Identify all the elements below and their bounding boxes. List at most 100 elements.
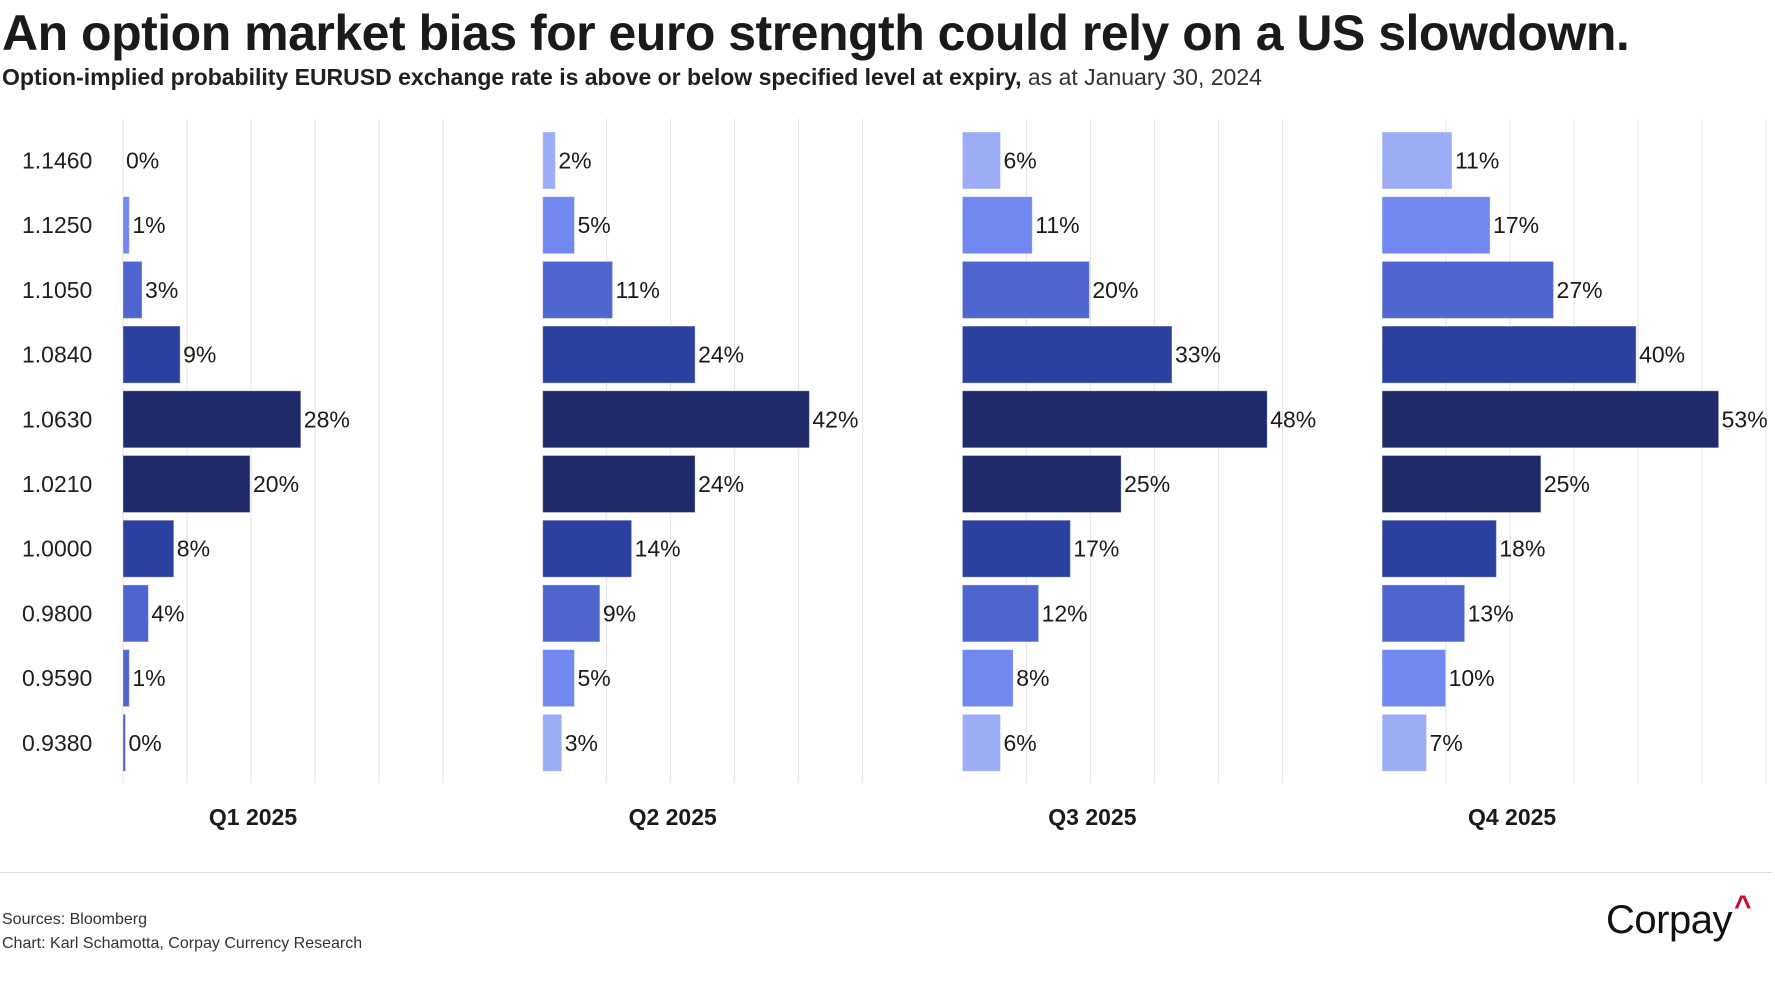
- bar: [542, 584, 601, 643]
- probability-bar-chart: 1.1460 1.1250 1.1050 1.0840 1.0630 1.0210 1.00…: [22, 119, 1768, 830]
- y-axis-label: 0.9590: [22, 665, 92, 691]
- panel-labels: Q1 2025 Q2 2025 Q3 2025 Q4 2025: [209, 804, 1557, 830]
- bar: [961, 260, 1090, 319]
- y-axis-label: 1.0630: [22, 406, 92, 432]
- bar: [961, 713, 1002, 772]
- footer-sources: Sources: Bloomberg Chart: Karl Schamotta…: [2, 908, 362, 956]
- data-label: 11%: [1455, 148, 1499, 174]
- y-axis-label: 1.1050: [22, 277, 92, 303]
- bar: [1381, 325, 1637, 384]
- y-axis-label: 1.0000: [22, 536, 92, 562]
- chart-title: An option market bias for euro strength …: [2, 5, 1630, 61]
- data-label: 2%: [558, 148, 591, 174]
- data-label: 27%: [1557, 277, 1603, 303]
- data-label: 24%: [698, 471, 744, 497]
- data-labels: 0% 1% 3% 9% 28% 20% 8% 4% 1% 0% 2% 5% 11% 24% 42% 24% 14…: [126, 148, 1768, 756]
- credit-text: Chart: Karl Schamotta, Corpay Currency R…: [2, 935, 363, 952]
- data-label: 10%: [1449, 665, 1495, 691]
- footer-divider: [0, 872, 1772, 873]
- y-axis-label: 1.0840: [22, 342, 92, 368]
- bar: [542, 713, 563, 772]
- logo-text: Corpay: [1606, 898, 1732, 942]
- bar: [1381, 649, 1447, 708]
- data-label: 11%: [1035, 212, 1079, 238]
- bar: [961, 390, 1268, 449]
- data-label: 20%: [253, 471, 299, 497]
- data-label: 20%: [1092, 277, 1138, 303]
- bar: [542, 519, 633, 578]
- data-label: 3%: [145, 277, 178, 303]
- data-label: 6%: [1004, 148, 1037, 174]
- subtitle-main: Option-implied probability EURUSD exchan…: [2, 64, 1022, 90]
- panel-label: Q3 2025: [1048, 804, 1136, 830]
- bar: [961, 519, 1071, 578]
- bar: [1381, 455, 1542, 513]
- data-label: 53%: [1722, 406, 1768, 432]
- y-axis-label: 1.1460: [22, 148, 92, 174]
- panel-label: Q1 2025: [209, 804, 297, 830]
- data-label: 9%: [183, 342, 216, 368]
- bar: [542, 325, 696, 384]
- data-label: 3%: [565, 730, 598, 756]
- bar: [122, 519, 175, 578]
- bar: [122, 455, 251, 513]
- bar: [961, 196, 1033, 255]
- y-axis-label: 1.0210: [22, 471, 92, 497]
- data-label: 40%: [1639, 342, 1685, 368]
- panel-label: Q2 2025: [629, 804, 717, 830]
- data-label: 8%: [1016, 665, 1049, 691]
- data-label: 5%: [577, 665, 610, 691]
- data-label: 1%: [132, 212, 165, 238]
- data-label: 1%: [132, 665, 165, 691]
- subtitle-date: as at January 30, 2024: [1021, 64, 1262, 90]
- bar: [961, 131, 1002, 190]
- bar: [961, 325, 1173, 384]
- bar: [1381, 713, 1428, 772]
- corpay-logo: Corpay^: [1606, 890, 1751, 943]
- y-axis-label: 0.9380: [22, 730, 92, 756]
- data-label: 11%: [616, 277, 660, 303]
- data-label: 12%: [1042, 600, 1088, 626]
- bar: [1381, 584, 1466, 643]
- bar: [1381, 131, 1453, 190]
- bar: [122, 649, 130, 708]
- bar: [1381, 260, 1555, 319]
- sources-text: Sources: Bloomberg: [2, 911, 147, 928]
- data-label: 48%: [1270, 406, 1316, 432]
- data-label: 8%: [177, 536, 210, 562]
- bar: [961, 649, 1014, 708]
- data-label: 13%: [1468, 600, 1514, 626]
- data-label: 0%: [129, 730, 162, 756]
- bar: [122, 325, 181, 384]
- data-label: 4%: [151, 600, 184, 626]
- bar: [122, 584, 149, 643]
- data-label: 0%: [126, 148, 159, 174]
- bar: [122, 713, 126, 772]
- bar: [122, 390, 302, 449]
- bar: [542, 455, 696, 513]
- data-label: 28%: [304, 406, 350, 432]
- bar: [542, 390, 810, 449]
- bar: [542, 649, 575, 708]
- data-label: 25%: [1544, 471, 1590, 497]
- bar: [1381, 196, 1491, 255]
- bar: [542, 196, 575, 255]
- y-axis-labels: 1.1460 1.1250 1.1050 1.0840 1.0630 1.0210 1.00…: [22, 148, 92, 756]
- bar: [961, 584, 1040, 643]
- chart-subtitle: Option-implied probability EURUSD exchan…: [2, 64, 1262, 91]
- bar: [122, 196, 130, 255]
- bar: [542, 260, 614, 319]
- logo-caret-icon: ^: [1733, 890, 1752, 923]
- data-label: 17%: [1073, 536, 1119, 562]
- bar: [961, 455, 1122, 513]
- data-label: 17%: [1493, 212, 1539, 238]
- data-label: 7%: [1430, 730, 1463, 756]
- y-axis-label: 0.9800: [22, 600, 92, 626]
- panel-label: Q4 2025: [1468, 804, 1556, 830]
- data-label: 18%: [1499, 536, 1545, 562]
- data-label: 6%: [1004, 730, 1037, 756]
- data-label: 9%: [603, 600, 636, 626]
- data-label: 42%: [812, 406, 858, 432]
- data-label: 5%: [577, 212, 610, 238]
- data-label: 25%: [1124, 471, 1170, 497]
